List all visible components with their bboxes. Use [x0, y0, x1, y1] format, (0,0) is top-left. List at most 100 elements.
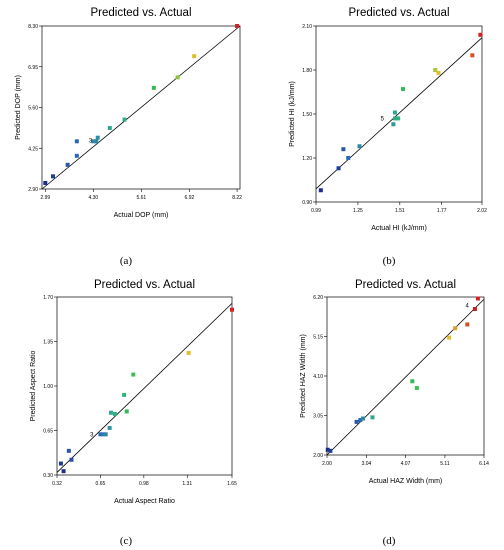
x-axis-label: Actual DOP (mm) — [114, 212, 169, 219]
data-point — [74, 153, 79, 158]
data-point — [103, 432, 108, 437]
y-tick-label: 5.15 — [313, 335, 323, 341]
x-tick-label: 0.32 — [52, 481, 62, 487]
x-tick-label: 1.77 — [437, 208, 447, 214]
y-tick-label: 2.10 — [302, 24, 312, 30]
data-point — [151, 85, 156, 90]
data-point — [410, 379, 415, 384]
x-tick-label: 4.07 — [401, 461, 411, 467]
data-point — [175, 75, 180, 80]
data-point — [433, 68, 438, 72]
plot-frame — [56, 296, 233, 476]
data-point — [436, 70, 441, 75]
data-point — [107, 126, 112, 131]
data-point — [74, 139, 79, 144]
data-point — [392, 116, 397, 121]
y-tick-label: 1.20 — [302, 156, 312, 162]
data-point — [396, 116, 401, 121]
data-point — [470, 53, 475, 58]
x-tick-label: 0.99 — [311, 208, 321, 214]
y-tick-label: 3.05 — [313, 414, 323, 420]
chart-title: Predicted vs. Actual — [355, 279, 456, 291]
x-tick-label: 1.51 — [395, 208, 405, 214]
y-tick-label: 1.80 — [302, 68, 312, 74]
data-point — [112, 411, 117, 416]
data-point — [346, 156, 351, 160]
data-point — [101, 432, 106, 437]
x-tick-label: 6.92 — [185, 195, 195, 201]
data-point — [122, 117, 127, 122]
data-point — [235, 24, 240, 28]
chart-title: Predicted vs. Actual — [349, 7, 450, 19]
data-point — [95, 135, 100, 140]
data-point — [108, 410, 113, 415]
chart-title: Predicted vs. Actual — [94, 279, 195, 291]
chart-panel-4: Predicted vs. Actual 2.00 3.04 4.07 5.11 6.14… — [300, 279, 489, 547]
chart-panel-3: Predicted vs. Actual 0.32 0.65 0.98 1.31 1.65… — [30, 279, 237, 547]
data-point — [414, 386, 419, 391]
x-axis-label: Actual Aspect Ratio — [114, 498, 175, 505]
data-point — [478, 32, 483, 37]
data-point — [131, 372, 136, 377]
data-point — [230, 307, 234, 312]
x-tick-label: 1.25 — [353, 208, 363, 214]
x-axis-label: Actual HI (kJ/mm) — [371, 225, 427, 232]
data-point — [447, 335, 452, 340]
data-point — [98, 432, 103, 437]
y-tick-label: 5.60 — [28, 106, 38, 112]
data-point — [370, 415, 375, 420]
data-point — [354, 419, 359, 424]
data-point — [61, 469, 66, 474]
y-tick-label: 0.90 — [302, 200, 312, 206]
data-point — [94, 139, 99, 144]
data-point — [465, 322, 470, 327]
y-tick-label: 2.00 — [313, 453, 323, 459]
panel-caption: (d) — [383, 535, 396, 547]
x-tick-label: 6.14 — [479, 461, 489, 467]
point-count-label: 4 — [466, 303, 470, 309]
y-axis-label: Predicted HAZ Width (mm) — [300, 334, 307, 418]
data-point — [43, 180, 48, 185]
data-point — [358, 418, 363, 423]
fit-line — [41, 25, 241, 190]
point-count-label: 5 — [381, 116, 385, 122]
data-point — [318, 188, 323, 193]
x-tick-label: 4.30 — [88, 195, 98, 201]
y-tick-label: 8.30 — [28, 24, 38, 30]
x-tick-label: 0.65 — [96, 481, 106, 487]
x-tick-label: 2.99 — [40, 195, 50, 201]
x-tick-label: 2.00 — [322, 461, 332, 467]
x-tick-label: 1.31 — [182, 481, 192, 487]
y-tick-label: 6.95 — [28, 65, 38, 71]
data-point — [192, 54, 197, 59]
chart-title: Predicted vs. Actual — [91, 7, 192, 19]
y-tick-label: 4.25 — [28, 146, 38, 152]
point-count-label: 3 — [89, 139, 93, 145]
y-tick-label: 2.90 — [28, 187, 38, 193]
chart-panel-1: Predicted vs. Actual 2.99 4.30 5.61 6.92 8.22… — [15, 7, 242, 267]
x-tick-label: 8.22 — [232, 195, 242, 201]
panel-caption: (c) — [120, 535, 133, 547]
data-point — [475, 296, 480, 301]
plot-frame — [315, 25, 483, 203]
x-tick-label: 1.65 — [227, 481, 237, 487]
chart-panel-2: Predicted vs. Actual 0.99 1.25 1.51 1.77 2.02… — [289, 7, 487, 267]
data-point — [328, 448, 333, 453]
y-tick-label: 6.20 — [313, 295, 323, 301]
x-axis-label: Actual HAZ Width (mm) — [369, 478, 443, 485]
data-point — [186, 350, 191, 355]
x-tick-label: 2.02 — [477, 208, 487, 214]
y-tick-label: 1.50 — [302, 112, 312, 118]
data-point — [65, 162, 70, 167]
data-point — [58, 461, 63, 466]
y-axis-label: Predicted HI (kJ/mm) — [289, 81, 296, 147]
fit-line — [56, 303, 233, 473]
y-tick-label: 0.65 — [43, 429, 53, 435]
x-tick-label: 3.04 — [362, 461, 372, 467]
y-tick-label: 1.35 — [43, 340, 53, 346]
x-tick-label: 0.98 — [139, 481, 149, 487]
data-point — [361, 416, 366, 421]
y-axis-label: Predicted DOP (mm) — [15, 75, 22, 140]
data-point — [51, 174, 55, 179]
x-tick-label: 5.61 — [136, 195, 146, 201]
